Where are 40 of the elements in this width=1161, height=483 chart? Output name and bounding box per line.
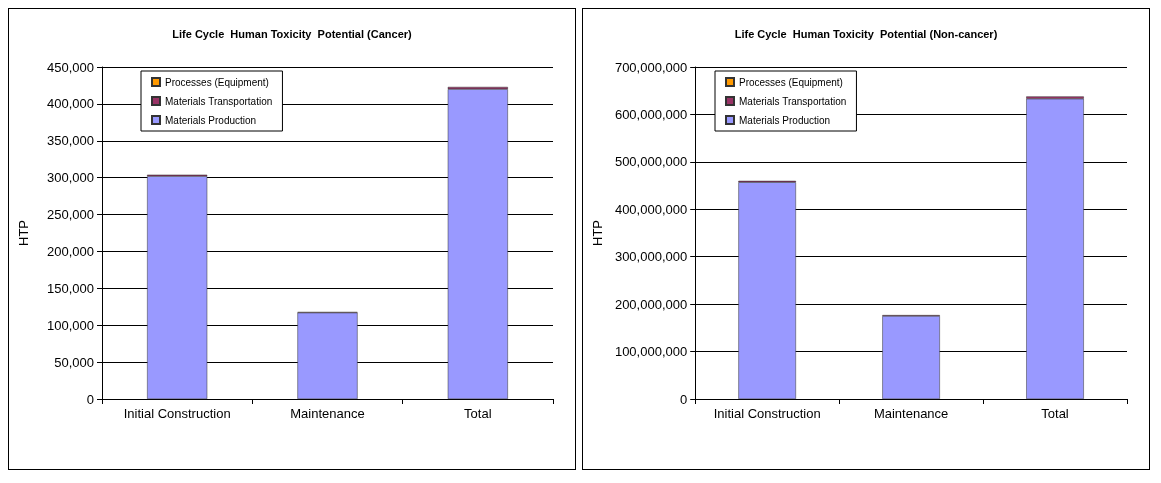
legend-label: Materials Production bbox=[165, 114, 257, 126]
x-tick-label: Initial Construction bbox=[123, 406, 231, 421]
legend-label: Processes (Equipment) bbox=[165, 76, 269, 88]
y-tick-label: 100,000,000 bbox=[614, 344, 688, 360]
y-tick-label: 150,000 bbox=[47, 280, 94, 296]
chart-title: Life Cycle Human Toxicity Potential (Cancer) bbox=[172, 27, 413, 40]
y-tick-label: 700,000,000 bbox=[614, 59, 688, 75]
legend-label: Materials Production bbox=[739, 114, 831, 126]
y-tick-label: 600,000,000 bbox=[614, 106, 688, 122]
y-axis-title: HTP bbox=[590, 220, 605, 246]
legend-label: Materials Transportation bbox=[165, 95, 273, 107]
legend-label: Materials Transportation bbox=[739, 95, 847, 107]
x-tick-label: Maintenance bbox=[290, 406, 365, 421]
x-tick-label: Maintenance bbox=[873, 406, 949, 421]
bar bbox=[147, 176, 208, 399]
y-tick-label: 350,000 bbox=[47, 133, 94, 149]
y-tick-label: 400,000,000 bbox=[614, 201, 688, 217]
x-tick-label: Total bbox=[464, 406, 492, 421]
y-tick-label: 100,000 bbox=[47, 317, 94, 333]
x-tick-label: Initial Construction bbox=[713, 406, 821, 421]
bar bbox=[738, 182, 796, 399]
y-tick-label: 200,000 bbox=[47, 243, 94, 259]
y-tick-label: 400,000 bbox=[47, 96, 94, 112]
bar bbox=[882, 316, 940, 399]
y-tick-label: 200,000,000 bbox=[614, 296, 688, 312]
y-tick-label: 0 bbox=[679, 391, 688, 407]
x-tick-label: Total bbox=[1041, 406, 1069, 421]
bar bbox=[447, 89, 508, 399]
y-tick-label: 250,000 bbox=[47, 207, 94, 223]
y-tick-label: 500,000,000 bbox=[614, 154, 688, 170]
y-axis-title: HTP bbox=[16, 220, 31, 246]
y-tick-label: 300,000 bbox=[47, 170, 94, 186]
chart-title: Life Cycle Human Toxicity Potential (Non-cancer) bbox=[734, 27, 998, 40]
y-tick-label: 450,000 bbox=[47, 59, 94, 75]
y-tick-label: 300,000,000 bbox=[614, 249, 688, 265]
legend-label: Processes (Equipment) bbox=[739, 76, 843, 88]
bar bbox=[297, 312, 358, 399]
y-tick-label: 50,000 bbox=[54, 354, 94, 370]
bar bbox=[1026, 98, 1084, 399]
y-tick-label: 0 bbox=[86, 391, 94, 407]
